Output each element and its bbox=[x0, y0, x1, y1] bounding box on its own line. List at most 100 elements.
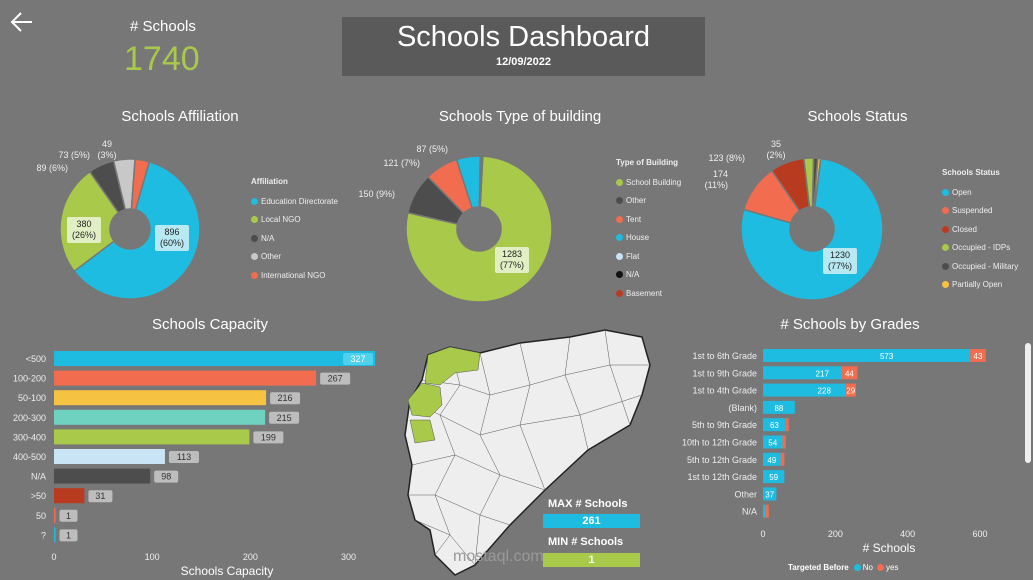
legend-item-6[interactable]: Basement bbox=[616, 284, 681, 303]
grade-bar-yes[interactable] bbox=[765, 504, 769, 518]
capacity-bar[interactable] bbox=[54, 527, 56, 543]
legend-dot bbox=[942, 207, 949, 215]
capacity-bar[interactable] bbox=[54, 370, 317, 386]
legend-item-0[interactable]: Education Directorate bbox=[251, 192, 338, 211]
legend-label: Other bbox=[261, 252, 282, 262]
legend-item-1[interactable]: Other bbox=[616, 192, 681, 211]
capacity-value-label: 327 bbox=[351, 354, 366, 364]
slice-4[interactable] bbox=[130, 158, 151, 211]
grades-bar-chart[interactable]: 1st to 6th Grade 573 43 1st to 9th Grade 217… bbox=[660, 340, 1020, 565]
capacity-bar[interactable] bbox=[54, 390, 267, 406]
slice-label-0: (77%) bbox=[828, 261, 852, 271]
legend-item-5[interactable]: N/A bbox=[616, 266, 681, 285]
legend-item-1[interactable]: Suspended bbox=[942, 202, 1018, 221]
grade-bar-yes[interactable] bbox=[845, 383, 856, 397]
grade-bar-no[interactable] bbox=[763, 366, 842, 380]
legend-item-3[interactable]: Occupied - IDPs bbox=[942, 239, 1018, 258]
affiliation-legend: Affiliation Education Directorate Local N… bbox=[251, 177, 338, 285]
legend-item-4[interactable]: International NGO bbox=[251, 266, 338, 285]
status-legend-title: Schools Status bbox=[942, 168, 1000, 177]
legend-item-4[interactable]: Occupied - Military bbox=[942, 257, 1018, 276]
affiliation-donut-chart[interactable]: 896(60%) 380(26%) 89 (6%) 73 (5%) 49(3%) bbox=[0, 130, 250, 310]
capacity-x-label: Schools Capacity bbox=[181, 564, 274, 578]
grade-bar-no[interactable] bbox=[763, 418, 786, 432]
legend-item-2[interactable]: N/A bbox=[251, 229, 338, 248]
building-donut-chart[interactable]: 1283(77%) 150 (9%) 121 (7%) 87 (5%) bbox=[355, 130, 615, 310]
grade-bar-no[interactable] bbox=[763, 435, 783, 449]
grade-bar-yes[interactable] bbox=[841, 366, 858, 380]
grade-x-tick: 400 bbox=[900, 529, 915, 539]
grade-bar-no[interactable] bbox=[763, 452, 781, 466]
capacity-bar[interactable] bbox=[54, 429, 250, 445]
capacity-bar[interactable] bbox=[54, 488, 85, 504]
building-legend-title: Type of Building bbox=[616, 158, 679, 167]
legend-dot bbox=[942, 188, 949, 196]
legend-no-dot bbox=[853, 564, 861, 571]
grade-bar-no[interactable] bbox=[763, 487, 777, 501]
legend-item-0[interactable]: School Building bbox=[616, 173, 681, 192]
syria-map[interactable] bbox=[380, 325, 665, 580]
legend-item-1[interactable]: Local NGO bbox=[251, 211, 338, 230]
slice-label-3: 87 (5%) bbox=[416, 144, 448, 154]
grade-bar-no[interactable] bbox=[763, 349, 971, 362]
grade-x-tick: 200 bbox=[828, 529, 843, 539]
affiliation-legend-title: Affiliation bbox=[251, 177, 288, 186]
legend-label: Education Directorate bbox=[261, 196, 338, 206]
kpi-label: # Schools bbox=[130, 18, 196, 35]
grade-bar-yes[interactable] bbox=[785, 418, 789, 432]
grade-bar-yes[interactable] bbox=[780, 452, 785, 466]
legend-dot bbox=[251, 253, 258, 261]
capacity-bar[interactable] bbox=[54, 409, 266, 425]
capacity-bar[interactable] bbox=[54, 507, 56, 523]
capacity-value-bg bbox=[320, 372, 351, 385]
grade-category-label: Other bbox=[734, 489, 757, 499]
legend-label: Flat bbox=[626, 251, 640, 261]
min-schools-value: 1 bbox=[543, 553, 640, 567]
capacity-category-label: 400-500 bbox=[13, 452, 46, 462]
legend-dot bbox=[942, 244, 949, 252]
legend-item-3[interactable]: Other bbox=[251, 248, 338, 267]
slice-5[interactable] bbox=[813, 157, 822, 208]
slice-label-2: 89 (6%) bbox=[36, 163, 68, 173]
capacity-value-bg bbox=[168, 451, 199, 463]
capacity-category-label: >50 bbox=[31, 491, 46, 501]
slice-label-bg-1 bbox=[67, 217, 101, 243]
status-donut-chart[interactable]: 1230(77%) 174(11%) 123 (8%) 35(2%) bbox=[700, 130, 940, 310]
capacity-bar[interactable] bbox=[54, 351, 376, 366]
grade-bar-no[interactable] bbox=[763, 383, 846, 397]
legend-item-2[interactable]: Closed bbox=[942, 220, 1018, 239]
capacity-bar[interactable] bbox=[54, 468, 151, 484]
slice-label-3: 35 bbox=[771, 139, 781, 149]
grade-value-yes: 43 bbox=[974, 352, 983, 361]
grade-category-label: 1st to 12th Grade bbox=[687, 472, 757, 482]
legend-item-0[interactable]: Open bbox=[942, 183, 1018, 202]
capacity-bar-chart[interactable]: <500 327 100-200 267 50-100 216 200-300 215 300-… bbox=[0, 340, 385, 580]
slice-6[interactable] bbox=[479, 155, 484, 208]
legend-dot bbox=[616, 271, 623, 279]
capacity-bar[interactable] bbox=[54, 449, 165, 464]
grade-category-label: N/A bbox=[742, 507, 757, 517]
grade-bar-no[interactable] bbox=[763, 400, 795, 414]
legend-dot bbox=[251, 216, 258, 224]
grade-bar-yes[interactable] bbox=[970, 349, 986, 362]
grade-bar-no[interactable] bbox=[763, 470, 785, 484]
back-button[interactable] bbox=[8, 8, 36, 36]
capacity-category-label: 200-300 bbox=[13, 413, 46, 423]
grade-value-no: 88 bbox=[774, 404, 783, 413]
legend-dot bbox=[616, 178, 623, 186]
report-date: 12/09/2022 bbox=[495, 56, 552, 68]
scrollbar-thumb[interactable] bbox=[1025, 343, 1031, 463]
max-schools-label: MAX # Schools bbox=[548, 498, 628, 510]
capacity-x-tick: 300 bbox=[341, 552, 356, 562]
slice-label-0: (77%) bbox=[500, 260, 524, 270]
grade-value-no: 63 bbox=[770, 421, 779, 430]
legend-item-3[interactable]: House bbox=[616, 229, 681, 248]
slice-label-0: 1283 bbox=[502, 249, 522, 259]
grade-bar-yes[interactable] bbox=[782, 435, 786, 449]
legend-item-4[interactable]: Flat bbox=[616, 247, 681, 266]
slice-0[interactable] bbox=[73, 160, 201, 300]
grade-bar-no[interactable] bbox=[763, 504, 766, 518]
legend-item-2[interactable]: Tent bbox=[616, 210, 681, 229]
legend-item-5[interactable]: Partially Open bbox=[942, 276, 1018, 295]
capacity-value-label: 1 bbox=[66, 530, 71, 540]
